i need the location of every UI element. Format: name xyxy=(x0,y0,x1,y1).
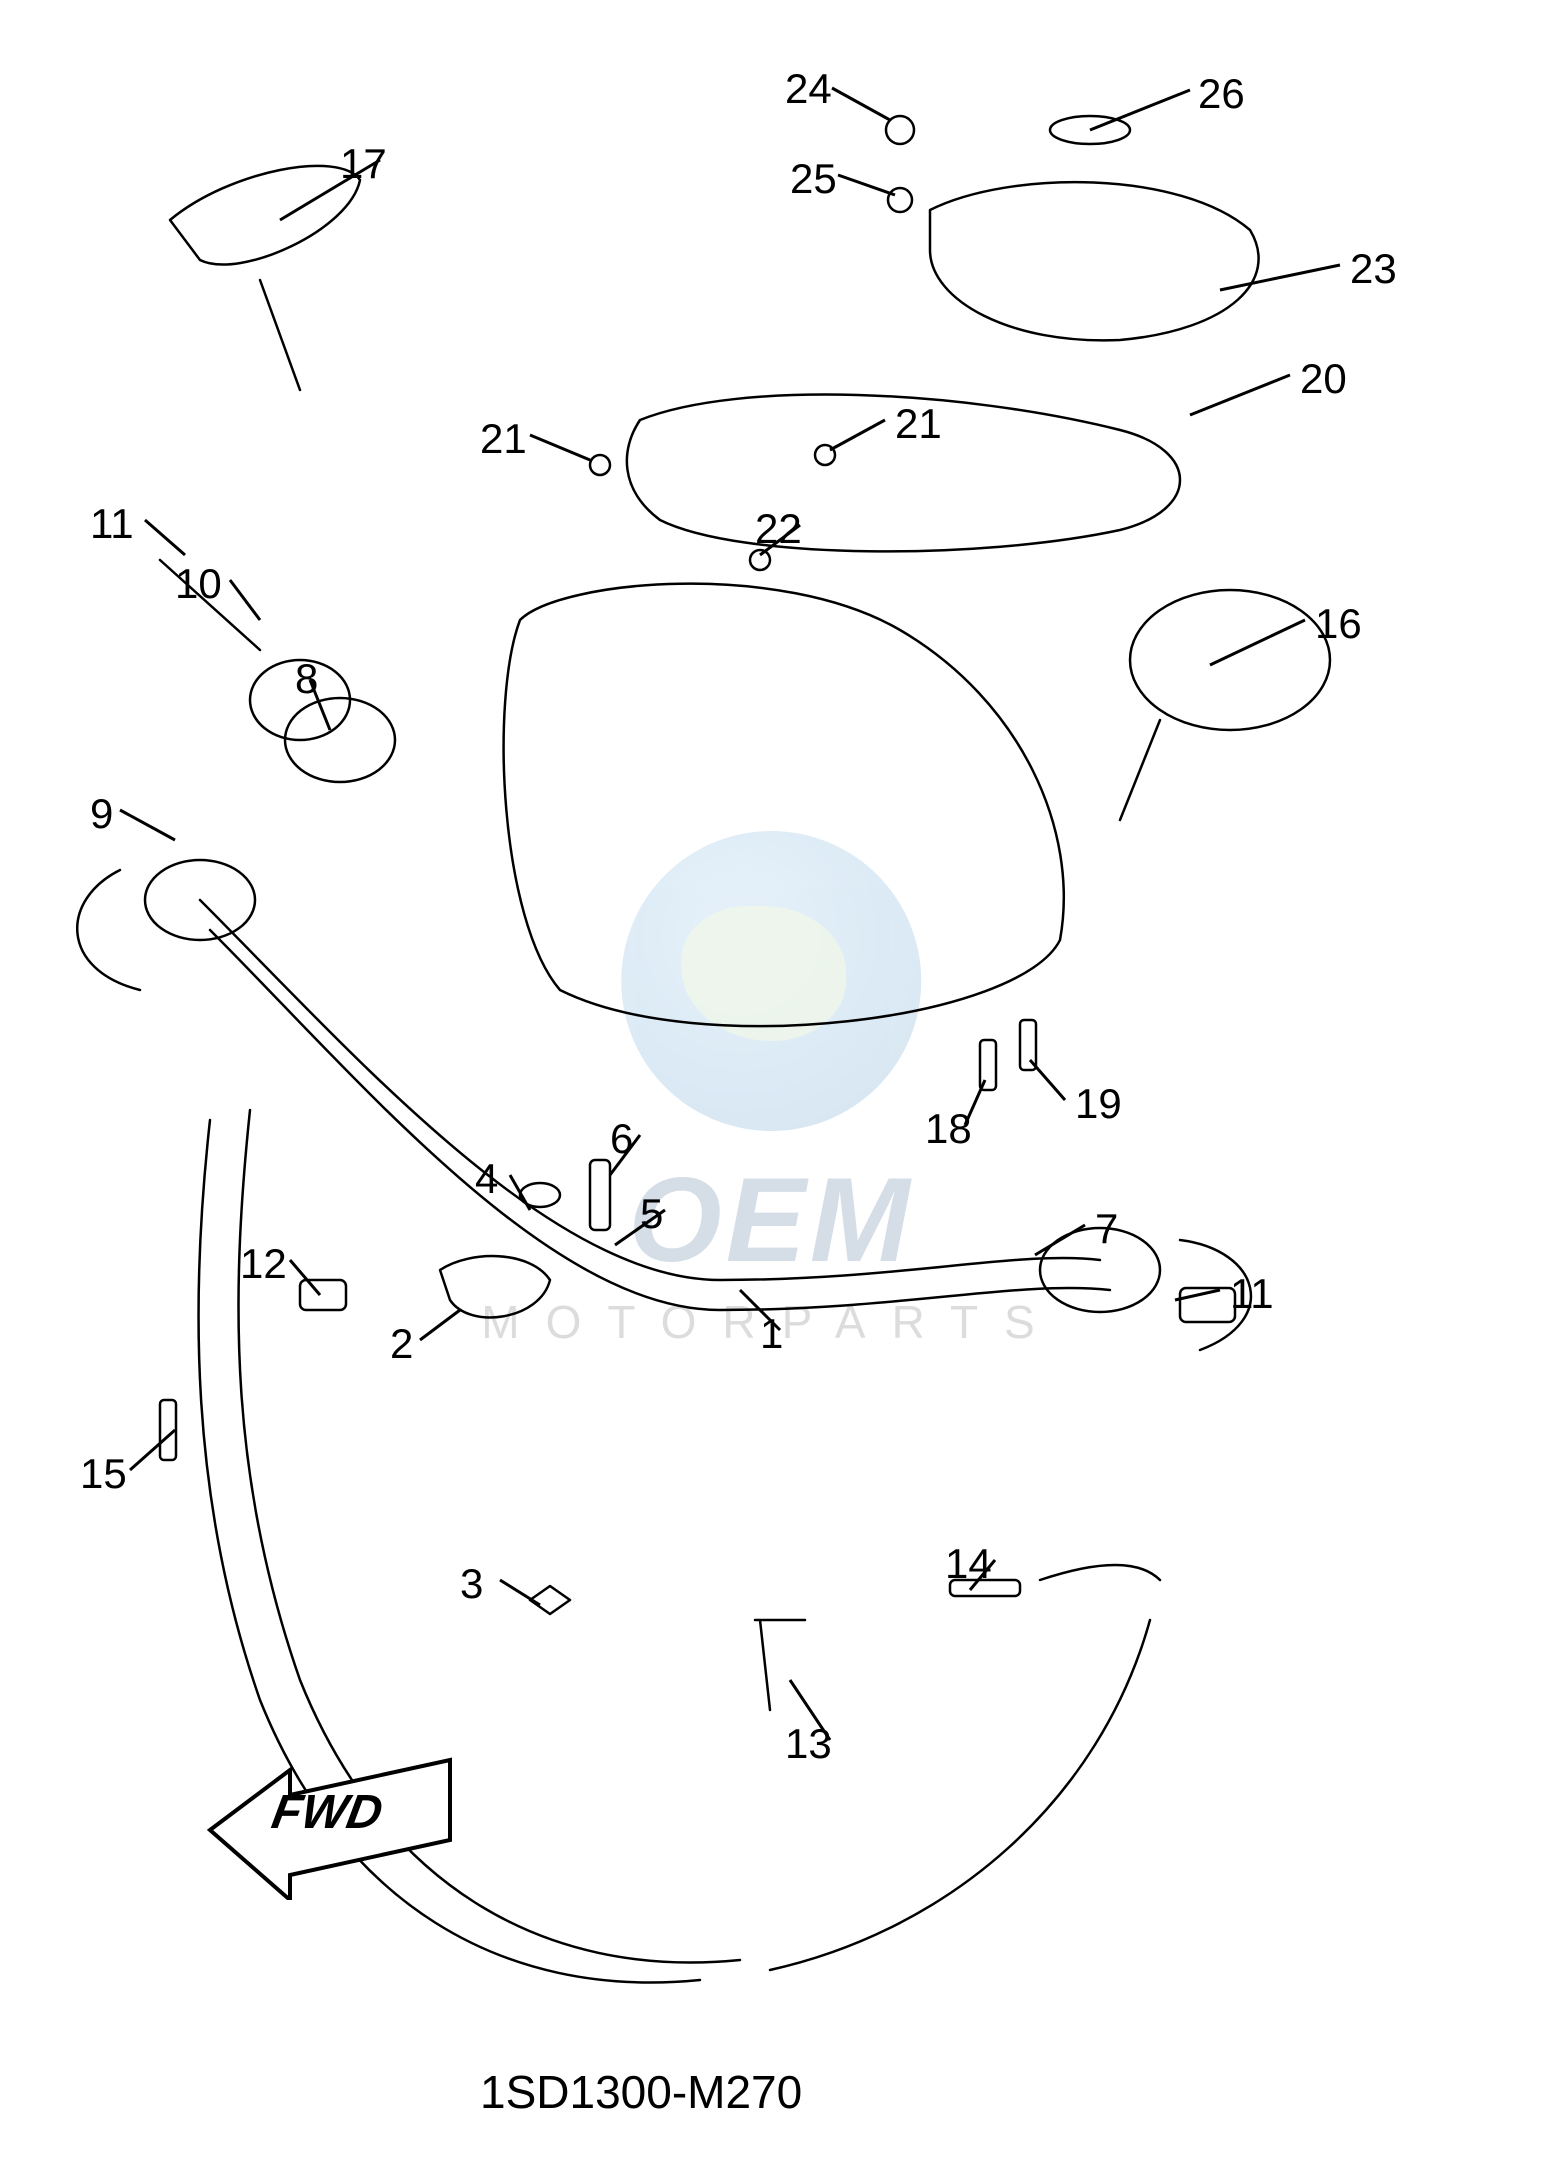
callout-18: 18 xyxy=(925,1105,972,1153)
callout-15: 15 xyxy=(80,1450,127,1498)
callout-10: 10 xyxy=(175,560,222,608)
callout-12: 12 xyxy=(240,1240,287,1288)
callout-6: 6 xyxy=(610,1115,633,1163)
callout-24: 24 xyxy=(785,65,832,113)
callout-17: 17 xyxy=(340,140,387,188)
callout-19: 19 xyxy=(1075,1080,1122,1128)
callout-3: 3 xyxy=(460,1560,483,1608)
callout-7: 7 xyxy=(1095,1205,1118,1253)
callout-2: 2 xyxy=(390,1320,413,1368)
callout-13: 13 xyxy=(785,1720,832,1768)
callout-21: 21 xyxy=(480,415,527,463)
callout-25: 25 xyxy=(790,155,837,203)
callout-4: 4 xyxy=(475,1155,498,1203)
page: OEM MOTORPARTS xyxy=(0,0,1542,2180)
callout-23: 23 xyxy=(1350,245,1397,293)
callout-20: 20 xyxy=(1300,355,1347,403)
callout-16: 16 xyxy=(1315,600,1362,648)
callout-21: 21 xyxy=(895,400,942,448)
callout-26: 26 xyxy=(1198,70,1245,118)
callout-8: 8 xyxy=(295,655,318,703)
callout-14: 14 xyxy=(945,1540,992,1588)
callout-22: 22 xyxy=(755,505,802,553)
drawing-number: 1SD1300-M270 xyxy=(480,2065,802,2119)
callout-5: 5 xyxy=(640,1190,663,1238)
callout-9: 9 xyxy=(90,790,113,838)
callout-11: 11 xyxy=(90,500,134,548)
callout-1: 1 xyxy=(760,1310,783,1358)
callout-11: 11 xyxy=(1230,1270,1274,1318)
fwd-arrow-icon: FWD xyxy=(200,1740,460,1900)
fwd-label: FWD xyxy=(268,1785,387,1839)
